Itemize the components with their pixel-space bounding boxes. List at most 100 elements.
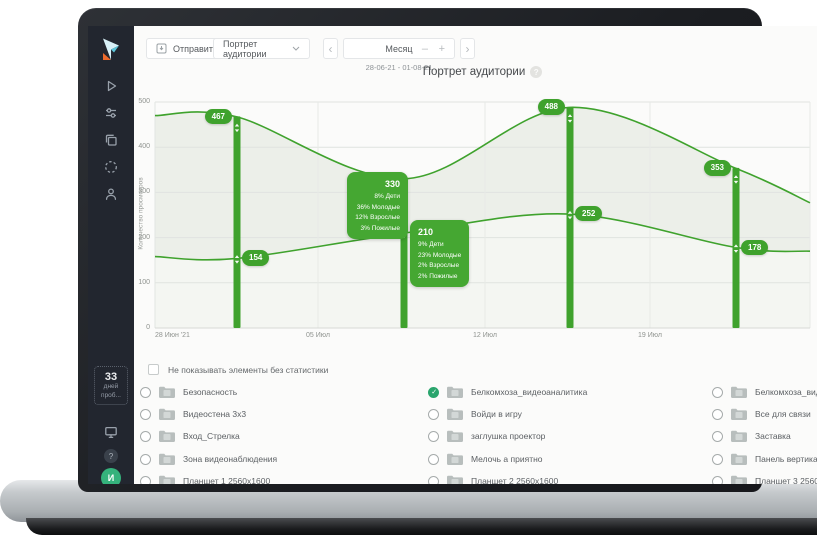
nav-play-button[interactable] xyxy=(88,74,134,98)
prev-period-button[interactable]: ‹ xyxy=(323,38,338,59)
folder-icon xyxy=(446,407,464,421)
x-tick-label: 19 Июл xyxy=(638,332,662,339)
nav-screens-button[interactable] xyxy=(88,128,134,152)
zoom-out-icon[interactable]: – xyxy=(421,43,428,55)
copy-icon xyxy=(103,132,119,148)
x-tick-label: 28 Июн '21 xyxy=(155,332,190,339)
radio-checked-icon[interactable] xyxy=(428,386,439,398)
nav-displays-button[interactable] xyxy=(88,420,134,444)
bar-marker-icon xyxy=(567,210,573,220)
period-select[interactable]: Месяц – + xyxy=(343,38,455,59)
playlist-item-label: Белкомхоза_видеоаналитика xyxy=(755,387,817,397)
area-lower xyxy=(155,213,810,328)
playlist-item-label: Вход_Стрелка xyxy=(183,431,240,441)
radio-icon[interactable] xyxy=(712,453,723,465)
x-tick-label: 05 Июл xyxy=(306,332,330,339)
export-icon xyxy=(156,43,167,54)
playlist-item[interactable]: Вход_Стрелка xyxy=(140,428,422,444)
app-logo[interactable] xyxy=(98,36,124,64)
y-tick-label: 300 xyxy=(138,188,150,196)
playlist-item-label: Планшет 1 2560x1600 xyxy=(183,476,271,484)
report-type-value: Портрет аудитории xyxy=(223,38,267,59)
radio-icon[interactable] xyxy=(140,453,151,465)
radio-icon[interactable] xyxy=(428,430,439,442)
nav-filters-button[interactable] xyxy=(88,101,134,125)
playlist-item[interactable]: Планшет 3 2560x1600 xyxy=(712,473,817,484)
hide-empty-label: Не показывать элементы без статистики xyxy=(168,364,329,375)
help-button[interactable]: ? xyxy=(88,444,134,468)
tooltip-value: 210 xyxy=(418,227,434,237)
chart-title-row: Портрет аудитории ? xyxy=(155,66,810,78)
zoom-in-icon[interactable]: + xyxy=(438,43,445,55)
playlist-item-label: Мелочь а приятно xyxy=(471,454,543,464)
radio-icon[interactable] xyxy=(140,386,151,398)
playlist-item[interactable]: Зона видеонаблюдения xyxy=(140,451,422,467)
value-tooltip: 330 8% Дети 36% Молодые 12% Взрослые 3% Пожи… xyxy=(347,172,408,239)
value-badge: 488 xyxy=(537,99,565,115)
playlist-item-label: заглушка проектор xyxy=(471,431,546,441)
avatar[interactable]: И xyxy=(101,468,121,484)
playlist-item[interactable]: Видеостена 3x3 xyxy=(140,406,422,422)
dashed-circle-icon xyxy=(103,159,119,175)
app-window: 33 дней проб... ? И Отправить отчёт Порт… xyxy=(88,26,817,484)
y-tick-label: 500 xyxy=(138,98,150,105)
bar-marker-icon xyxy=(733,175,739,184)
radio-icon[interactable] xyxy=(712,408,723,420)
folder-icon xyxy=(730,407,748,421)
playlist-item[interactable]: Планшет 1 2560x1600 xyxy=(140,473,422,484)
playlist-item[interactable]: Войди в игру xyxy=(428,406,706,422)
chart-help-icon[interactable]: ? xyxy=(530,66,543,78)
next-period-button[interactable]: › xyxy=(460,38,475,59)
tooltip-line: 9% Дети xyxy=(418,241,444,249)
trial-caption: дней xyxy=(103,383,119,390)
question-icon: ? xyxy=(104,449,118,463)
radio-icon[interactable] xyxy=(140,475,151,484)
playlist-item[interactable]: заглушка проектор xyxy=(428,428,706,444)
date-range: 28-06-21 - 01-08-21 xyxy=(365,63,433,72)
value-badge: 353 xyxy=(703,160,731,176)
radio-icon[interactable] xyxy=(140,430,151,442)
playlist-item-label: Панель вертикальная внутренняя xyxy=(755,454,817,464)
report-type-select[interactable]: Портрет аудитории xyxy=(213,38,310,59)
playlist-item-label: Белкомхоза_видеоаналитика xyxy=(471,387,588,397)
folder-icon xyxy=(446,429,464,443)
y-tick-label: 100 xyxy=(138,278,150,286)
playlist-item[interactable]: Все для связи xyxy=(712,406,817,422)
playlist-item[interactable]: Белкомхоза_видеоаналитика xyxy=(712,384,817,400)
tooltip-value: 330 xyxy=(384,179,400,189)
day-bar[interactable] xyxy=(233,116,241,329)
trial-caption: проб... xyxy=(101,391,121,399)
radio-icon[interactable] xyxy=(712,430,723,442)
playlist-item[interactable]: Безопасность xyxy=(140,384,422,400)
playlist-item[interactable]: Заставка xyxy=(712,428,817,444)
checkbox-icon[interactable] xyxy=(148,364,159,375)
bar-marker-icon xyxy=(733,244,739,253)
folder-icon xyxy=(446,385,464,399)
nav-status-button[interactable] xyxy=(88,155,134,179)
radio-icon[interactable] xyxy=(712,386,723,398)
radio-icon[interactable] xyxy=(428,408,439,420)
radio-icon[interactable] xyxy=(140,408,151,420)
bar-marker-icon xyxy=(234,255,240,264)
trial-badge[interactable]: 33 дней проб... xyxy=(94,366,128,405)
radio-icon[interactable] xyxy=(428,475,439,484)
radio-icon[interactable] xyxy=(428,453,439,465)
value-badge: 467 xyxy=(204,108,232,125)
folder-icon xyxy=(158,452,176,466)
play-icon xyxy=(103,78,119,94)
day-bar[interactable] xyxy=(732,167,740,328)
playlist-item[interactable]: Панель вертикальная внутренняя xyxy=(712,451,817,467)
playlist-item[interactable]: Планшет 2 2560x1600 xyxy=(428,473,706,484)
playlist-item-label: Заставка xyxy=(755,431,791,441)
playlist-item-label: Зона видеонаблюдения xyxy=(183,454,278,464)
main-content: Отправить отчёт Портрет аудитории ‹ Меся… xyxy=(134,26,817,484)
playlist-item[interactable]: Белкомхоза_видеоаналитика xyxy=(428,384,706,400)
value-badge: 178 xyxy=(741,239,769,255)
playlist-item[interactable]: Мелочь а приятно xyxy=(428,451,706,467)
hide-empty-toggle[interactable]: Не показывать элементы без статистики xyxy=(148,364,328,375)
nav-users-button[interactable] xyxy=(88,182,134,206)
radio-icon[interactable] xyxy=(712,475,723,484)
x-tick-label: 12 Июл xyxy=(473,332,497,339)
y-tick-label: 400 xyxy=(138,143,150,151)
bar-marker-icon xyxy=(234,123,240,133)
